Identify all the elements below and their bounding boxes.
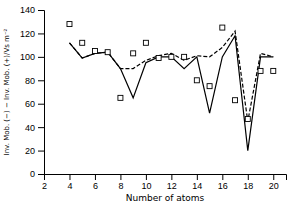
scatter-point [233,98,238,103]
x-axis-line [45,175,287,181]
scatter-point [245,116,250,121]
x-axis-title: Number of atoms [126,193,205,203]
y-tick: 100 [20,52,44,62]
x-tick: 2 [42,174,47,191]
x-tick: 14 [192,174,202,191]
x-tick-mark [171,174,172,180]
x-tick-label: 10 [141,181,151,191]
y-tick: 120 [20,29,44,39]
x-tick-mark [273,174,274,180]
scatter-point [258,68,263,73]
scatter-point [80,40,85,45]
x-tick-label: 14 [192,181,202,191]
y-tick-label: 100 [20,52,35,62]
x-tick-label: 8 [118,181,123,191]
y-tick-label: 120 [20,29,35,39]
x-tick: 18 [243,174,253,191]
scatter-point [220,25,225,30]
x-tick-mark [69,174,70,180]
scatter-point [271,68,276,73]
y-tick: 60 [25,99,44,109]
y-axis-title: Inv. Mob. (−) − Inv. Mob. (+)/Vs m⁻² [3,28,11,155]
scatter-point [105,50,110,55]
y-axis: 0 20 40 60 80 100 120 140 [20,5,45,179]
x-tick: 6 [93,174,98,191]
scatter-point [207,84,212,89]
x-tick-label: 4 [67,181,72,191]
x-tick: 20 [269,174,279,191]
y-tick-mark [38,57,44,58]
y-tick-mark [38,10,44,11]
y-tick-label: 40 [25,123,35,133]
scatter-point [169,54,174,59]
x-tick-label: 16 [218,181,228,191]
y-tick-mark [38,104,44,105]
scatter-point [182,54,187,59]
y-axis-line [38,11,45,175]
y-tick: 140 [20,5,44,15]
scatter-point [67,22,72,27]
scatter-series [67,22,276,122]
scatter-point [143,40,148,45]
y-tick-label: 80 [25,76,35,86]
x-tick-mark [248,174,249,180]
chart: 2 4 6 8 10 12 14 16 18 20 0 20 40 60 80 100 120 140 Number… [0,0,298,206]
y-tick: 0 [30,169,44,179]
scatter-point [92,49,97,54]
y-tick-mark [38,151,44,152]
x-tick-mark [95,174,96,180]
x-tick-mark [120,174,121,180]
scatter-point [194,78,199,83]
x-tick: 8 [118,174,123,191]
x-tick: 16 [218,174,228,191]
y-tick: 20 [25,146,44,156]
x-axis: 2 4 6 8 10 12 14 16 18 20 [42,174,287,191]
scatter-point [156,56,161,61]
x-tick-label: 18 [243,181,253,191]
y-tick: 80 [25,76,44,86]
y-tick-mark [38,127,44,128]
dashed-line [69,31,273,121]
plot-area [67,22,276,151]
x-tick: 12 [167,174,177,191]
y-tick-label: 0 [30,169,35,179]
x-tick-mark [146,174,147,180]
y-tick-label: 140 [20,5,35,15]
x-tick-label: 20 [269,181,279,191]
x-tick-mark [222,174,223,180]
y-tick: 40 [25,123,44,133]
x-tick: 10 [141,174,151,191]
scatter-point [131,51,136,56]
y-tick-label: 60 [25,99,35,109]
y-tick-mark [38,80,44,81]
x-tick-label: 12 [167,181,177,191]
scatter-point [118,95,123,100]
x-tick: 4 [67,174,72,191]
x-tick-label: 6 [93,181,98,191]
y-tick-label: 20 [25,146,35,156]
x-tick-mark [197,174,198,180]
x-tick-label: 2 [42,181,47,191]
y-tick-mark [38,174,44,175]
y-tick-mark [38,33,44,34]
